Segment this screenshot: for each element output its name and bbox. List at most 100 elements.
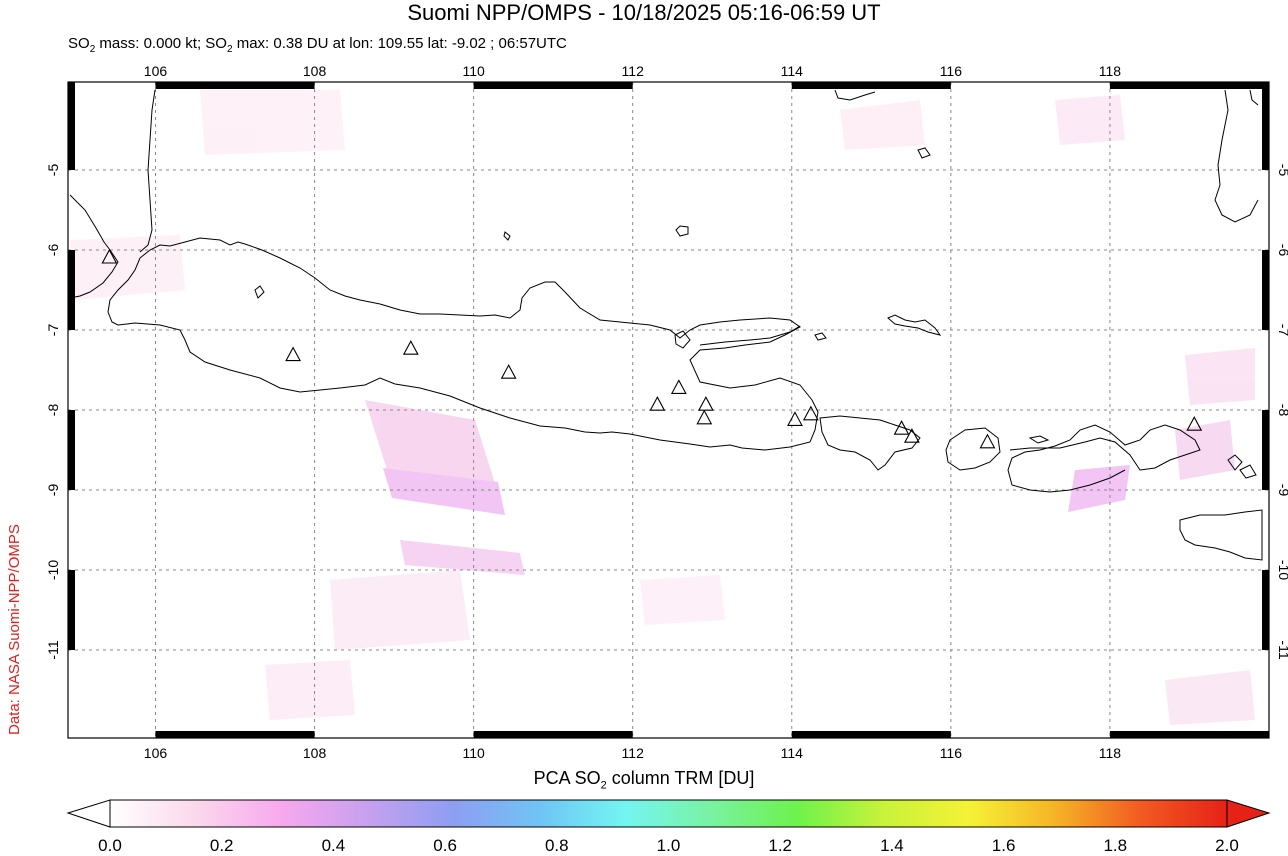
tick-label-lon-bottom: 114 [781, 745, 804, 761]
so2-swath [1185, 348, 1255, 405]
so2-swath [330, 570, 470, 650]
so2-swath [840, 100, 925, 150]
so2-swath [1055, 95, 1125, 145]
tick-label-lon-top: 116 [940, 63, 963, 79]
frame-bar-right [1262, 82, 1269, 170]
volcano-triangle [500, 364, 517, 379]
frame-bar-right [1262, 250, 1269, 330]
volcano-triangle [649, 396, 666, 411]
map-frame [67, 81, 1270, 739]
coastlines [69, 89, 1263, 561]
volcano-triangle [697, 396, 714, 411]
volcano-triangle [979, 433, 996, 449]
colorbar-tick-label: 0.0 [98, 836, 122, 855]
colorbar-tick-label: 1.6 [991, 836, 1016, 855]
colorbar-label-sub: 2 [600, 779, 607, 792]
so2-swath [383, 468, 505, 515]
frame-bar-top [791, 82, 951, 89]
tick-label-lon-top: 112 [622, 63, 645, 79]
colorbar-tick-label: 0.6 [433, 836, 457, 855]
tick-label-lon-bottom: 106 [144, 745, 168, 761]
coast-sumbawa [1007, 424, 1201, 493]
tick-label-lat-right: -10 [1276, 560, 1288, 580]
so2-swath [400, 540, 525, 575]
tick-label-lat-left: -11 [45, 640, 61, 659]
frame-bar-right [1262, 410, 1269, 490]
colorbar-tick-label: 1.0 [656, 836, 681, 855]
tick-label-lon-top: 118 [1099, 63, 1122, 79]
so2-swath [1175, 420, 1235, 480]
volcano-triangle [670, 379, 687, 394]
tick-label-lat-left: -7 [45, 324, 61, 337]
so2-swath [265, 660, 355, 720]
volcano-triangle [893, 420, 910, 435]
subtitle-sub2: 2 [226, 44, 233, 55]
colorbar-tick-label: 0.4 [321, 836, 346, 855]
coast-sulawesi [1214, 89, 1259, 223]
coast-karimun [503, 231, 511, 241]
tick-label-lat-left: -10 [45, 560, 61, 580]
coast-kalimantan [834, 89, 876, 101]
colorbar-label-prefix: PCA SO [533, 768, 601, 788]
coast-bawean [675, 225, 689, 237]
coast-islet [1239, 464, 1257, 479]
coast-kangean [887, 314, 942, 336]
map-gridlines [68, 82, 1269, 738]
tick-label-lat-left: -6 [45, 244, 61, 257]
frame-bar-left [68, 250, 75, 330]
frame-bar-left [68, 410, 75, 490]
tick-label-lat-left: -8 [45, 404, 61, 417]
colorbar-arrow-low [66, 799, 111, 828]
tick-label-lat-right: -5 [1276, 164, 1288, 177]
subtitle-max: max: 0.38 DU at lon: 109.55 lat: -9.02 ;… [232, 35, 567, 52]
volcano-triangle [903, 428, 920, 443]
tick-label-lat-left: -9 [45, 484, 61, 497]
volcano-triangle [402, 340, 419, 355]
tick-label-lat-left: -5 [45, 164, 61, 177]
volcano-triangle [1186, 416, 1203, 431]
coast-islet [674, 330, 691, 349]
frame-bar-top [473, 82, 633, 89]
coast-islet [917, 147, 931, 159]
so2-swaths [70, 90, 1255, 725]
colorbar-tick-label: 0.8 [544, 836, 569, 855]
coast-islet [814, 332, 827, 341]
tick-label-lon-top: 108 [303, 63, 327, 79]
so2-swath [70, 235, 185, 300]
tick-label-lon-bottom: 118 [1099, 745, 1122, 761]
coast-islet [254, 285, 265, 299]
colorbar-label-suffix: column TRM [DU] [606, 768, 755, 788]
coast-bali [819, 415, 921, 471]
tick-label-lat-right: -8 [1276, 404, 1288, 417]
map-title: Suomi NPP/OMPS - 10/18/2025 05:16-06:59 … [407, 0, 881, 25]
map-subtitle: SO2 mass: 0.000 kt; SO2 max: 0.38 DU at … [68, 35, 567, 55]
so2-swath [1165, 670, 1255, 725]
colorbar-gradient [109, 799, 1228, 828]
subtitle-mass: mass: 0.000 kt; SO [95, 35, 227, 52]
coast-madura [699, 325, 801, 346]
colorbar-tick-label: 2.0 [1215, 836, 1239, 855]
frame-bar-bottom [791, 731, 951, 738]
coast-sumatra-south [69, 194, 119, 299]
volcano-triangle [696, 409, 713, 425]
tick-label-lon-top: 106 [144, 63, 168, 79]
colorbar-tick-label: 1.2 [768, 836, 793, 855]
tick-label-lon-bottom: 108 [303, 745, 327, 761]
volcano-triangle [802, 405, 819, 421]
frame-bar-top [1109, 82, 1269, 89]
frame-bar-bottom [1109, 731, 1269, 738]
frame-bar-bottom [473, 731, 633, 738]
volcano-markers [101, 248, 1203, 449]
colorbar-tick-label: 0.2 [209, 836, 234, 855]
colorbar-tick-label: 1.8 [1103, 836, 1128, 855]
coast-islet [1028, 435, 1050, 444]
frame-bar-top [155, 82, 315, 89]
map-tick-labels: 106 106 108 108 110 110 112 112 114 114 116 116 118 1… [45, 63, 1288, 761]
coast-kalimantan-east [1249, 89, 1259, 106]
volcano-triangle [101, 248, 118, 264]
subtitle-sub1: 2 [89, 44, 96, 55]
frame-bar-right [1262, 570, 1269, 650]
coast-java [107, 237, 819, 451]
colorbar-arrow-high [1226, 799, 1271, 828]
